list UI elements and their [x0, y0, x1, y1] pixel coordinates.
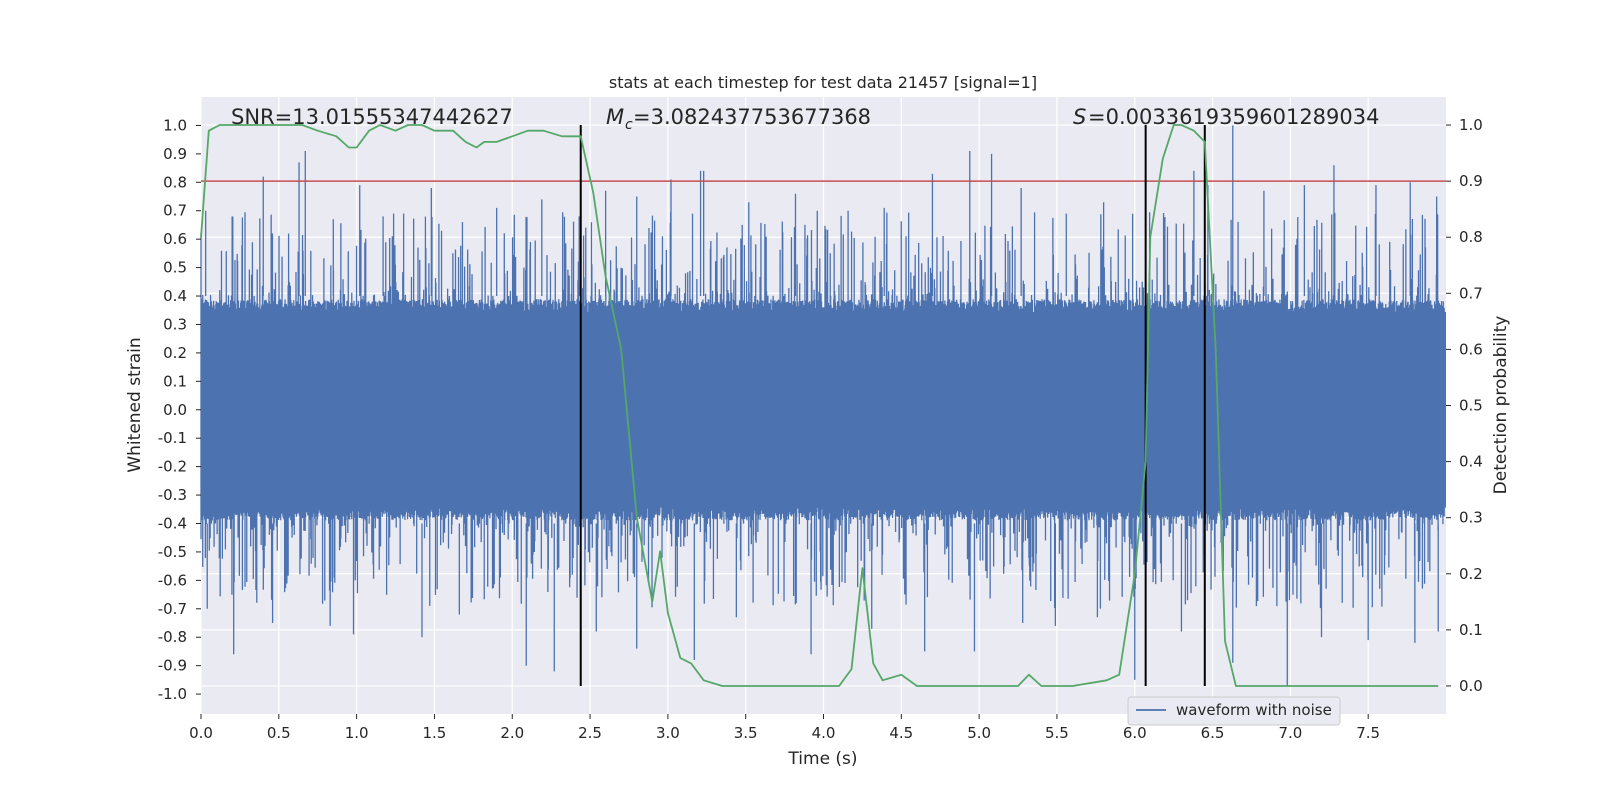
- chart-title: stats at each timestep for test data 214…: [609, 73, 1037, 92]
- x-tick-label: 2.5: [578, 724, 602, 742]
- y-tick-label: -0.8: [158, 628, 187, 646]
- vertical-lines: [579, 125, 1206, 686]
- y2-tick-label: 0.6: [1459, 340, 1483, 358]
- x-tick-label: 5.5: [1045, 724, 1069, 742]
- s-annotation: S =0.0033619359601289034: [1073, 105, 1380, 129]
- y-tick-label: 0.9: [163, 145, 187, 163]
- x-tick-label: 3.0: [656, 724, 680, 742]
- waveform-series: [200, 125, 1446, 686]
- x-tick-label: 3.5: [734, 724, 758, 742]
- snr-annotation: SNR=13.01555347442627: [231, 105, 513, 129]
- y-tick-label: -0.1: [158, 429, 187, 447]
- y-tick-label: 0.2: [163, 344, 187, 362]
- mc-value: =3.082437753677368: [633, 105, 871, 129]
- x-tick-label: 7.0: [1278, 724, 1302, 742]
- x-tick-label: 2.0: [500, 724, 524, 742]
- waveform-path: [200, 125, 1445, 686]
- y-tick-label: -1.0: [158, 685, 187, 703]
- y2-tick-label: 0.3: [1459, 509, 1483, 527]
- x-tick-label: 0.0: [189, 724, 213, 742]
- y-tick-label: 0.4: [163, 287, 187, 305]
- x-tick-label: 1.5: [423, 724, 447, 742]
- y-axis-right: 1.0 0.9 0.8 0.7 0.6 0.5 0.4 0.3 0.2 0.1 0.0: [1446, 116, 1483, 695]
- y-tick-label: -0.6: [158, 571, 187, 589]
- probability-series: [200, 124, 1439, 687]
- y-axis-left: 1.0 0.9 0.8 0.7 0.6 0.5 0.4 0.3 0.2 0.1 0.0 -0.1 -0.…: [158, 116, 201, 703]
- y2-tick-label: 0.9: [1459, 172, 1483, 190]
- probability-line: [200, 124, 1439, 687]
- chirp-mass-annotation: M c =3.082437753677368: [606, 105, 871, 133]
- y-tick-label: -0.9: [158, 657, 187, 675]
- s-symbol: S: [1073, 105, 1086, 129]
- y-tick-label: 0.6: [163, 230, 187, 248]
- y2-tick-label: 1.0: [1459, 116, 1483, 134]
- x-axis: 0.0 0.5 1.0 1.5 2.0 2.5 3.0 3.5 4.0 4.5 5.0 5.5 6.0 6…: [189, 714, 1380, 742]
- y-tick-label: -0.7: [158, 600, 187, 618]
- x-tick-label: 7.5: [1356, 724, 1380, 742]
- y2-tick-label: 0.1: [1459, 621, 1483, 639]
- legend-box: [1127, 696, 1341, 726]
- y-tick-label: 1.0: [163, 116, 187, 134]
- y-tick-label: 0.3: [163, 315, 187, 333]
- legend-label: waveform with noise: [1176, 701, 1332, 719]
- x-tick-label: 4.5: [889, 724, 913, 742]
- y2-tick-label: 0.7: [1459, 284, 1483, 302]
- legend: waveform with noise: [1127, 696, 1341, 726]
- s-value: =0.0033619359601289034: [1088, 105, 1380, 129]
- x-tick-label: 6.5: [1201, 724, 1225, 742]
- x-tick-label: 6.0: [1123, 724, 1147, 742]
- y-tick-label: -0.4: [158, 514, 187, 532]
- y2-tick-label: 0.8: [1459, 228, 1483, 246]
- x-tick-label: 4.0: [812, 724, 836, 742]
- x-axis-label: Time (s): [787, 749, 857, 769]
- y2-axis-label: Detection probability: [1491, 316, 1511, 495]
- y-tick-label: -0.2: [158, 458, 187, 476]
- x-tick-label: 0.5: [267, 724, 291, 742]
- y-tick-label: 0.0: [163, 401, 187, 419]
- y2-tick-label: 0.4: [1459, 453, 1483, 471]
- x-tick-label: 1.0: [345, 724, 369, 742]
- y2-tick-label: 0.0: [1459, 677, 1483, 695]
- mc-symbol: M: [606, 105, 624, 129]
- y-tick-label: -0.5: [158, 543, 187, 561]
- y-tick-label: 0.8: [163, 173, 187, 191]
- y2-tick-label: 0.2: [1459, 565, 1483, 583]
- y-tick-label: 0.7: [163, 202, 187, 220]
- y-tick-label: -0.3: [158, 486, 187, 504]
- y-axis-label: Whitened strain: [125, 337, 145, 472]
- y2-tick-label: 0.5: [1459, 397, 1483, 415]
- x-tick-label: 5.0: [967, 724, 991, 742]
- mc-subscript: c: [625, 117, 633, 133]
- y-tick-label: 0.1: [163, 372, 187, 390]
- y-tick-label: 0.5: [163, 259, 187, 277]
